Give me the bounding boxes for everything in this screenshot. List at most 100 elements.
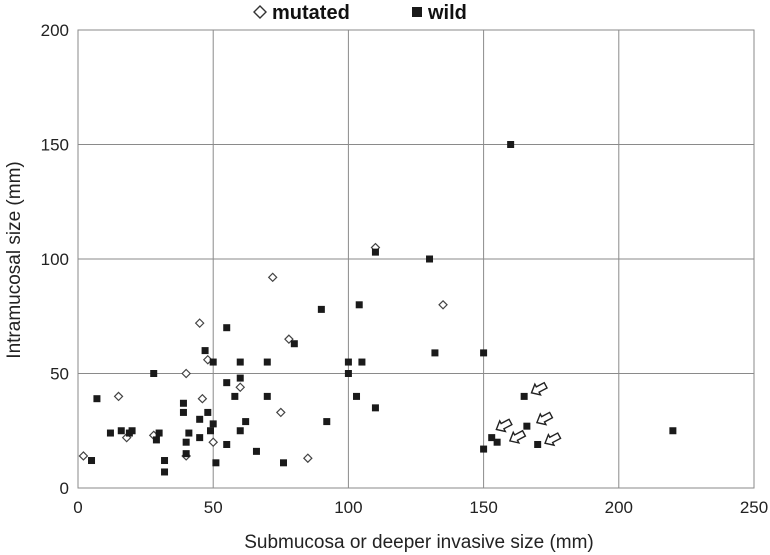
- legend-marker-mutated: [253, 5, 267, 19]
- point-wild: [290, 340, 298, 348]
- point-mutated: [275, 407, 286, 418]
- point-wild: [201, 347, 209, 355]
- point-wild: [152, 436, 160, 444]
- annotation-arrow: [495, 418, 513, 433]
- point-wild: [263, 392, 271, 400]
- point-wild: [355, 301, 363, 309]
- annotation-arrow: [530, 381, 548, 396]
- point-wild: [280, 459, 288, 467]
- x-tick-label: 100: [334, 498, 362, 517]
- point-wild: [371, 404, 379, 412]
- x-tick-label: 0: [73, 498, 82, 517]
- point-wild: [93, 395, 101, 403]
- point-mutated: [302, 453, 313, 464]
- point-wild: [520, 392, 528, 400]
- y-tick-label: 150: [41, 136, 69, 155]
- x-tick-label: 250: [740, 498, 768, 517]
- point-wild: [185, 429, 193, 437]
- point-wild: [480, 445, 488, 453]
- legend-marker-wild: [412, 7, 422, 17]
- legend-label-mutated: mutated: [272, 2, 350, 24]
- point-wild: [523, 422, 531, 430]
- point-wild: [426, 255, 434, 263]
- point-wild: [344, 370, 352, 377]
- point-wild: [106, 429, 114, 437]
- point-wild: [242, 418, 250, 426]
- point-mutated: [438, 299, 448, 310]
- point-wild: [223, 324, 231, 332]
- legend-item-mutated: mutated: [253, 2, 350, 24]
- annotation-arrow: [535, 411, 554, 426]
- point-wild: [317, 305, 325, 313]
- x-tick-labels: 0 50 100 150 200 250: [73, 498, 768, 517]
- point-wild: [263, 358, 271, 366]
- point-wild: [196, 415, 204, 423]
- point-wild: [358, 358, 366, 366]
- point-wild: [488, 434, 496, 442]
- point-wild: [223, 440, 231, 448]
- y-tick-label: 50: [50, 365, 69, 384]
- point-wild: [196, 434, 204, 442]
- point-wild: [223, 379, 231, 387]
- point-mutated: [78, 451, 89, 461]
- point-wild: [204, 408, 212, 416]
- point-mutated: [181, 368, 192, 379]
- y-tick-label: 0: [60, 479, 69, 498]
- annotation-arrow: [508, 429, 527, 444]
- plot-frame: [77, 29, 755, 489]
- point-wild: [431, 349, 439, 357]
- y-axis-title: Intramucosal size (mm): [4, 161, 25, 358]
- legend-label-wild: wild: [427, 2, 467, 24]
- point-wild: [161, 457, 169, 465]
- legend: mutated wild: [253, 2, 467, 24]
- y-tick-label: 100: [41, 250, 69, 269]
- point-wild: [252, 447, 260, 455]
- point-wild: [179, 408, 187, 416]
- point-wild: [534, 440, 542, 448]
- point-mutated: [113, 391, 124, 402]
- point-wild: [323, 418, 331, 426]
- point-mutated: [208, 437, 219, 448]
- x-tick-label: 200: [605, 498, 633, 517]
- point-wild: [182, 450, 190, 458]
- point-wild: [182, 438, 190, 446]
- y-tick-labels: 0 50 100 150 200: [41, 21, 69, 498]
- point-mutated: [235, 382, 246, 393]
- point-wild: [507, 141, 515, 148]
- point-wild: [236, 374, 244, 382]
- annotation-arrows: [495, 381, 562, 447]
- point-wild: [236, 427, 244, 435]
- point-wild: [88, 457, 96, 465]
- point-wild: [493, 438, 501, 446]
- plot-border: [77, 29, 755, 489]
- point-wild: [209, 420, 217, 428]
- x-axis-title: Submucosa or deeper invasive size (mm): [244, 532, 594, 553]
- data-points: [78, 141, 677, 476]
- point-mutated: [267, 272, 278, 283]
- point-wild: [236, 358, 244, 366]
- point-wild: [209, 358, 217, 366]
- point-wild: [150, 370, 158, 377]
- x-tick-label: 150: [469, 498, 497, 517]
- point-wild: [480, 349, 488, 357]
- point-wild: [161, 468, 169, 476]
- point-mutated: [194, 318, 205, 328]
- point-wild: [155, 429, 163, 437]
- point-wild: [231, 392, 239, 400]
- point-wild: [669, 427, 677, 435]
- point-wild: [212, 459, 220, 467]
- y-tick-label: 200: [41, 21, 69, 40]
- point-wild: [353, 392, 361, 400]
- point-wild: [206, 427, 214, 435]
- point-wild: [344, 358, 352, 366]
- point-mutated: [197, 393, 208, 404]
- point-wild: [179, 399, 187, 407]
- point-wild: [371, 248, 379, 256]
- annotation-arrow: [544, 432, 562, 447]
- x-tick-label: 50: [204, 498, 223, 517]
- point-wild: [117, 427, 125, 435]
- grid-lines: [78, 30, 754, 488]
- point-wild: [128, 427, 136, 435]
- legend-item-wild: wild: [412, 2, 467, 24]
